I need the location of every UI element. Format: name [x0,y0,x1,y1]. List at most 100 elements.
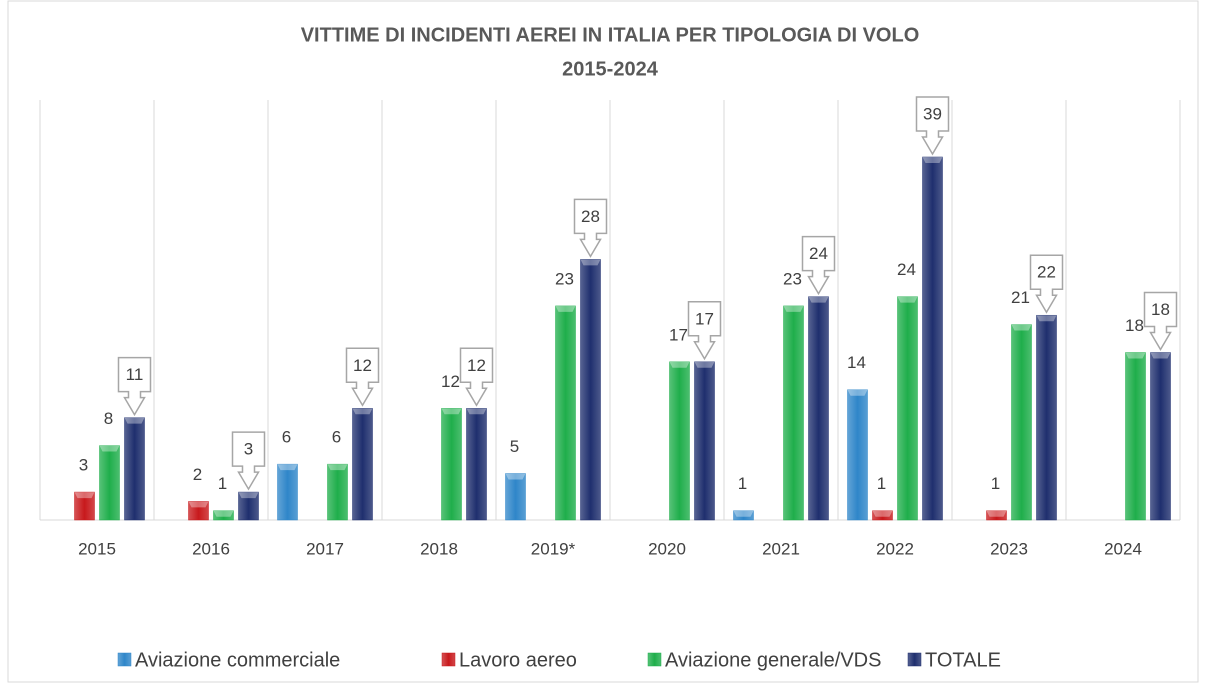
x-tick-label: 2016 [192,539,230,558]
data-label: 11 [126,365,144,384]
data-label: 12 [467,356,486,375]
bar [74,491,95,521]
data-label: 6 [332,428,341,447]
legend-swatch [117,652,132,667]
bar-top [669,361,690,368]
data-label: 23 [783,269,802,288]
data-label: 28 [581,207,600,226]
bar-top [922,157,943,163]
bar-top [1150,352,1171,359]
legend-label: Lavoro aereo [459,649,577,671]
bar [1150,352,1171,521]
data-label: 18 [1151,300,1170,319]
x-tick-label: 2023 [990,539,1028,558]
bar-top [808,296,829,303]
bar [327,463,348,521]
bar-top [124,417,145,424]
bar-top [694,361,715,368]
bar [1125,352,1146,521]
data-label: 1 [877,474,886,493]
bar-top [466,408,487,415]
x-tick-label: 2024 [1104,539,1142,558]
x-tick-label: 2022 [876,539,914,558]
callout [1029,254,1064,314]
callout [345,347,380,407]
legend-swatch [907,652,922,667]
bar-top [505,473,526,480]
bar [213,510,234,521]
bar [277,463,298,521]
bar-top [441,408,462,415]
data-label: 17 [669,325,688,344]
data-label: 22 [1037,263,1056,282]
callout [915,96,950,156]
data-label: 3 [244,440,253,459]
data-label: 1 [218,474,227,493]
bar-top [733,510,754,517]
bar [694,361,715,521]
bar-top [872,510,893,517]
bar [1011,324,1032,521]
bar-top [1036,315,1057,322]
callout [459,347,494,407]
data-label: 1 [738,474,747,493]
bar [669,361,690,521]
bar-top [238,492,259,499]
x-tick-label: 2021 [762,539,800,558]
bar [352,408,373,521]
bar [580,259,601,521]
bar [238,491,259,521]
data-label: 6 [282,428,291,447]
bar [1036,314,1057,521]
bar-top [327,464,348,471]
chart-subtitle: 2015-2024 [562,58,659,80]
bar [897,296,918,521]
bar [466,408,487,521]
bar-top [277,464,298,471]
bar-top [213,510,234,517]
bar [124,417,145,521]
bar [188,501,209,521]
data-label: 24 [897,260,916,279]
legend-swatch [441,652,456,667]
bar-top [1125,352,1146,359]
x-tick-label: 2018 [420,539,458,558]
data-label: 21 [1011,288,1030,307]
bar-top [847,389,868,396]
callout [117,356,152,417]
legend-swatch [647,652,662,667]
bar-top [897,296,918,303]
legend-label: Aviazione generale/VDS [665,649,881,671]
bar-top [580,259,601,266]
bar-top [783,305,804,312]
bar-top [986,510,1007,517]
bar [783,305,804,521]
bar [733,510,754,521]
data-label: 18 [1125,316,1144,335]
data-label: 12 [441,372,460,391]
x-tick-label: 2015 [78,539,116,558]
data-label: 8 [104,409,113,428]
bar [99,445,120,521]
data-label: 24 [809,244,828,263]
chart-title: VITTIME DI INCIDENTI AEREI IN ITALIA PER… [301,24,920,46]
data-label: 1 [991,474,1000,493]
data-label: 14 [847,353,866,372]
bar-top [352,408,373,415]
data-label: 3 [79,456,88,475]
bar [922,156,943,521]
x-tick-label: 2019* [531,539,576,558]
legend-label: TOTALE [925,649,1001,671]
data-label: 2 [193,465,202,484]
bar [505,473,526,521]
bar [847,389,868,521]
data-label: 39 [923,104,942,123]
bar [808,296,829,521]
bar-top [188,501,209,508]
bar-top [74,492,95,499]
data-label: 23 [555,269,574,288]
data-label: 17 [695,309,714,328]
bar-top [1011,324,1032,331]
